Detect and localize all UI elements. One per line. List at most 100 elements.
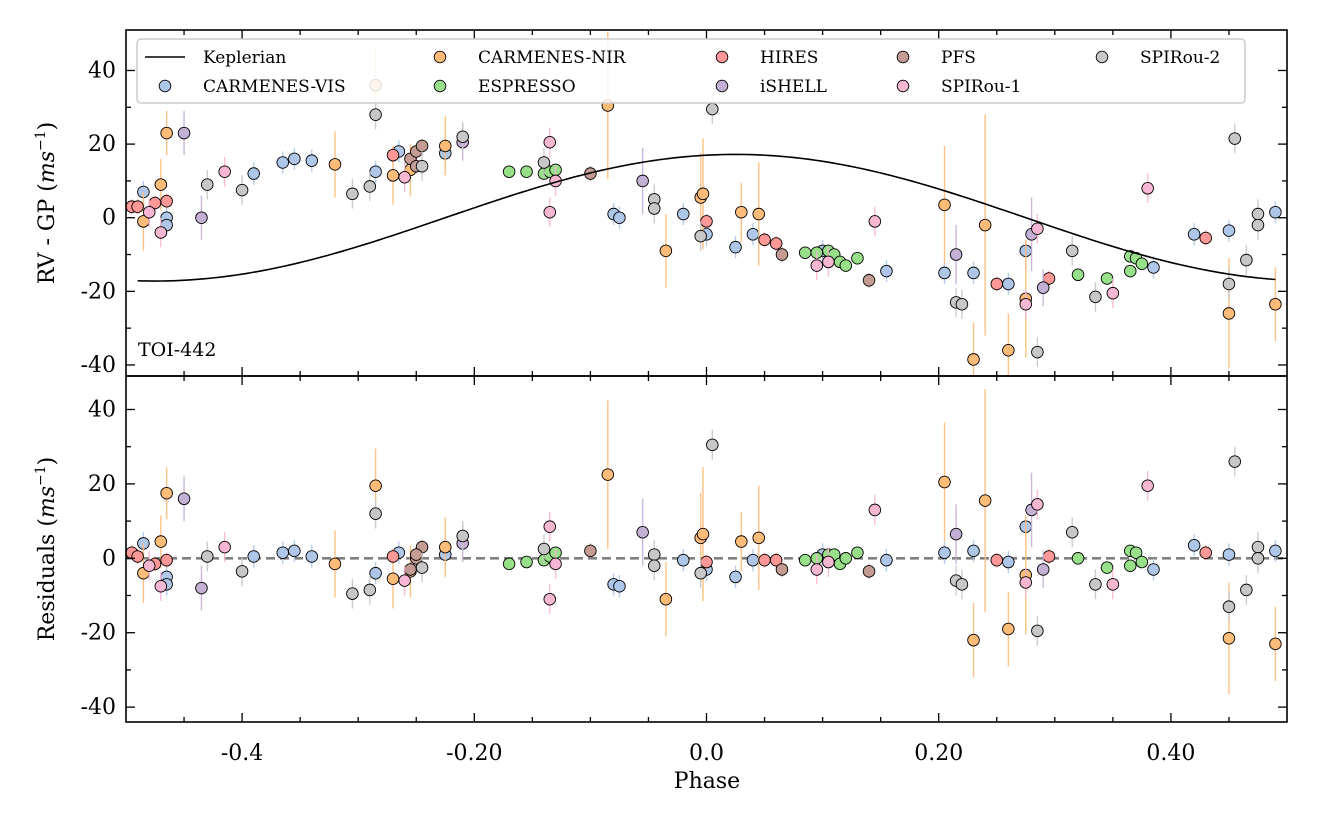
data-point: [694, 566, 707, 580]
data-point: [839, 552, 853, 565]
series-ishell: [177, 472, 1050, 611]
data-point: [439, 139, 452, 153]
panel-residuals: 40 20 0 -20 -40 Residuals (ms−1): [33, 375, 1288, 723]
x-tick-label: -0.20: [446, 741, 502, 766]
data-point: [328, 158, 342, 171]
data-point: [154, 178, 168, 191]
legend-marker-swatch: [1095, 50, 1109, 64]
data-point: [1124, 559, 1137, 572]
legend-entry: CARMENES-VIS: [158, 77, 346, 97]
data-point: [439, 540, 452, 554]
legend-label: SPIRou-1: [941, 77, 1021, 97]
data-point: [758, 233, 771, 247]
data-point: [247, 550, 260, 563]
data-point: [1031, 498, 1044, 511]
data-point: [160, 194, 173, 208]
legend-label: PFS: [941, 48, 976, 68]
data-point: [862, 565, 876, 578]
data-point: [967, 353, 980, 366]
data-point: [1228, 132, 1242, 145]
legend-label: iSHELL: [760, 77, 827, 97]
data-point: [520, 165, 533, 178]
x-tick-label: 0.0: [689, 741, 724, 766]
data-point: [1089, 290, 1102, 304]
data-point: [195, 581, 208, 595]
data-point: [978, 494, 992, 507]
data-point: [729, 570, 742, 584]
data-point: [154, 579, 168, 593]
data-point: [537, 156, 551, 169]
data-point: [967, 544, 980, 558]
data-point: [1269, 205, 1282, 219]
data-point: [305, 154, 319, 167]
series-spirou-2: [201, 94, 1265, 367]
data-point: [1222, 632, 1236, 645]
data-point: [369, 566, 382, 580]
data-point: [1251, 540, 1265, 554]
data-point: [851, 251, 864, 265]
data-point: [415, 561, 429, 574]
legend-box: [136, 38, 1246, 104]
legend-entry: HIRES: [715, 48, 818, 68]
data-point: [1071, 268, 1085, 282]
legend-marker-swatch: [433, 50, 447, 64]
x-tick-label: 0.40: [1146, 741, 1195, 766]
legend-label: HIRES: [760, 48, 818, 68]
legend-entry: iSHELL: [715, 77, 827, 97]
data-point: [369, 108, 382, 121]
data-point: [201, 550, 214, 563]
data-point: [613, 579, 626, 593]
data-point: [648, 559, 661, 572]
data-point: [938, 198, 951, 212]
data-point: [520, 555, 533, 569]
data-point: [1002, 343, 1015, 357]
data-point: [584, 544, 597, 558]
data-point: [415, 139, 429, 153]
x-tick-label: 0.20: [914, 741, 963, 766]
data-point: [659, 592, 673, 606]
annotations: TOI-442 Phase: [138, 339, 740, 794]
residuals-y-axis-label: Residuals (ms−1): [33, 457, 60, 642]
data-point: [1031, 222, 1044, 236]
legend-label: CARMENES-VIS: [203, 77, 346, 97]
legend-label: ESPRESSO: [478, 77, 576, 97]
legend-marker-swatch: [896, 79, 910, 93]
data-point: [1036, 281, 1050, 294]
data-point: [537, 542, 551, 556]
data-point: [369, 507, 382, 520]
data-point: [1147, 261, 1160, 274]
data-point: [346, 587, 359, 600]
data-point: [502, 165, 516, 178]
y-tick-label: 40: [88, 58, 116, 83]
data-point: [677, 553, 690, 567]
legend-marker-swatch: [715, 79, 729, 93]
legend-entry: ESPRESSO: [433, 77, 576, 97]
data-point: [1002, 277, 1015, 291]
legend-marker-swatch: [715, 50, 729, 64]
data-point: [1228, 455, 1242, 468]
y-tick-label: 20: [88, 472, 116, 497]
data-point: [636, 526, 649, 539]
data-point: [938, 475, 951, 489]
y-tick-label: -40: [81, 695, 116, 720]
residuals-plot-area: [126, 389, 1287, 695]
data-point: [1135, 257, 1149, 270]
data-point: [288, 544, 301, 558]
data-point: [160, 553, 173, 567]
data-point: [810, 259, 824, 272]
series-espresso: [502, 544, 1149, 574]
data-point: [346, 187, 359, 201]
data-point: [735, 535, 748, 548]
data-point: [218, 165, 231, 178]
data-point: [1106, 286, 1120, 300]
data-point: [218, 540, 231, 554]
data-point: [404, 563, 417, 576]
rv-y-axis-label: RV - GP (ms−1): [33, 122, 60, 284]
data-point: [369, 165, 382, 178]
series-pfs: [404, 539, 876, 579]
data-point: [636, 174, 649, 188]
data-point: [648, 548, 661, 561]
data-point: [1251, 552, 1265, 565]
data-point: [700, 215, 713, 228]
data-point: [775, 248, 789, 261]
